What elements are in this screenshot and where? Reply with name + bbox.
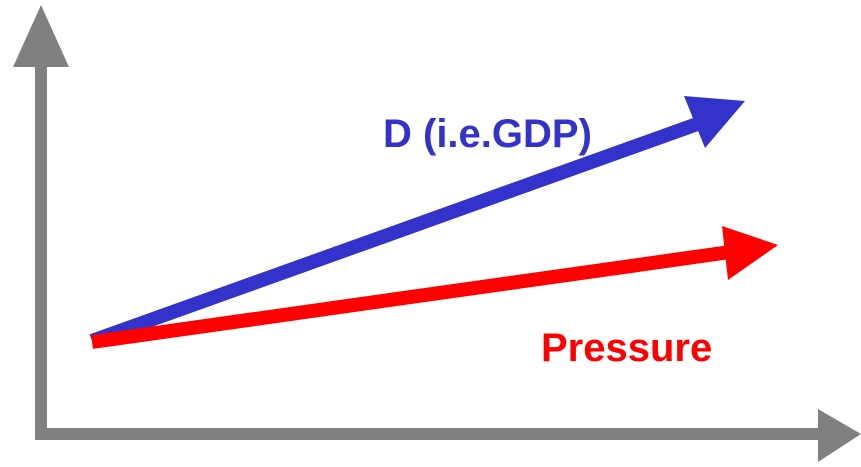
gdp-arrow-shaft bbox=[89, 116, 703, 348]
pressure-arrow-shaft bbox=[91, 245, 731, 349]
y-axis-arrowhead bbox=[13, 5, 69, 67]
pressure-label: Pressure bbox=[541, 326, 712, 370]
pressure-arrow bbox=[91, 226, 778, 349]
y-axis bbox=[13, 5, 69, 436]
gdp-arrowhead bbox=[684, 96, 745, 148]
x-axis-arrowhead bbox=[818, 409, 861, 462]
x-axis bbox=[35, 409, 861, 462]
gdp-arrow bbox=[89, 96, 745, 348]
pressure-arrowhead bbox=[722, 226, 778, 280]
gdp-label: D (i.e.GDP) bbox=[383, 112, 592, 156]
